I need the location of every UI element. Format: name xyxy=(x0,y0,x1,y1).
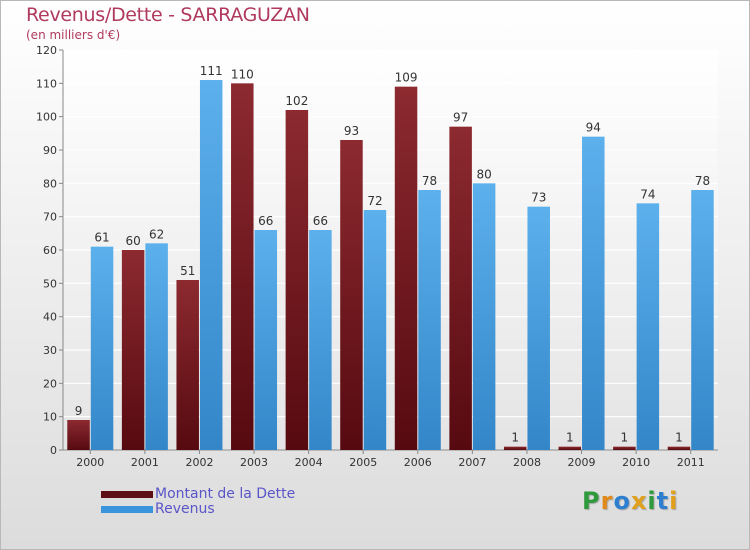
data-label-revenus: 80 xyxy=(476,167,491,181)
data-label-dette: 1 xyxy=(566,431,574,445)
y-tick-label: 120 xyxy=(36,44,57,57)
y-tick-label: 10 xyxy=(43,411,57,424)
bar-revenus xyxy=(145,243,168,450)
data-label-revenus: 61 xyxy=(94,231,109,245)
legend-item-dette: Montant de la Dette xyxy=(101,486,295,502)
y-tick-label: 30 xyxy=(43,344,57,357)
x-tick-label: 2007 xyxy=(458,456,486,469)
x-tick-label: 2008 xyxy=(513,456,541,469)
chart-subtitle: (en milliers d'€) xyxy=(26,28,121,42)
bar-dette xyxy=(231,83,254,450)
x-tick-label: 2005 xyxy=(349,456,377,469)
data-label-dette: 1 xyxy=(675,431,683,445)
bar-dette xyxy=(503,446,527,450)
y-tick-label: 90 xyxy=(43,144,57,157)
bar-dette xyxy=(667,446,691,450)
y-tick-label: 70 xyxy=(43,211,57,224)
data-label-revenus: 72 xyxy=(367,194,382,208)
x-tick-label: 2010 xyxy=(622,456,650,469)
x-tick-label: 2002 xyxy=(185,456,213,469)
logo-letter: i xyxy=(669,487,679,515)
y-tick-label: 110 xyxy=(36,77,57,90)
data-label-revenus: 73 xyxy=(531,191,546,205)
bar-dette xyxy=(394,86,418,451)
logo-letter: t xyxy=(656,487,670,515)
data-label-revenus: 66 xyxy=(258,214,273,228)
bar-dette xyxy=(176,280,199,450)
bar-revenus xyxy=(472,183,496,451)
data-label-dette: 97 xyxy=(453,111,468,125)
data-label-dette: 60 xyxy=(125,234,140,248)
chart-title: Revenus/Dette - SARRAGUZAN xyxy=(26,4,310,26)
logo-letter: P xyxy=(582,487,601,515)
data-label-revenus: 66 xyxy=(313,214,328,228)
data-label-revenus: 74 xyxy=(640,187,655,201)
y-tick-label: 60 xyxy=(43,244,57,257)
bar-revenus xyxy=(309,230,332,450)
data-label-dette: 102 xyxy=(285,94,308,108)
logo-letter: o xyxy=(613,487,631,515)
legend-swatch-revenus xyxy=(101,505,153,513)
data-label-dette: 1 xyxy=(511,431,519,445)
data-label-dette: 109 xyxy=(395,71,418,85)
x-tick-label: 2006 xyxy=(404,456,432,469)
y-tick-label: 100 xyxy=(36,111,57,124)
data-label-revenus: 62 xyxy=(149,227,164,241)
data-label-revenus: 111 xyxy=(200,64,223,78)
bar-revenus xyxy=(527,206,550,450)
logo-letter: r xyxy=(600,487,614,515)
bar-revenus xyxy=(199,80,223,450)
data-label-dette: 1 xyxy=(621,431,629,445)
logo-letter: i xyxy=(647,487,657,515)
legend-label-dette: Montant de la Dette xyxy=(155,486,296,502)
bar-revenus xyxy=(691,190,714,450)
bar-dette xyxy=(449,126,472,451)
y-tick-label: 20 xyxy=(43,377,57,390)
y-tick-label: 50 xyxy=(43,277,57,290)
legend-item-revenus: Revenus xyxy=(101,501,215,517)
bar-revenus xyxy=(582,136,605,450)
proxiti-logo: Proxiti xyxy=(582,487,678,515)
data-label-revenus: 78 xyxy=(422,174,437,188)
x-tick-label: 2011 xyxy=(677,456,705,469)
logo-letter: x xyxy=(630,487,648,515)
data-label-revenus: 94 xyxy=(586,121,601,135)
bar-revenus xyxy=(90,246,114,450)
x-tick-label: 2000 xyxy=(76,456,104,469)
data-label-dette: 93 xyxy=(344,124,359,138)
data-label-dette: 51 xyxy=(180,264,195,278)
y-tick-label: 80 xyxy=(43,177,57,190)
bar-dette xyxy=(558,446,582,450)
bar-revenus xyxy=(418,190,441,450)
bar-revenus xyxy=(636,203,660,450)
y-tick-label: 0 xyxy=(50,444,57,457)
legend-label-revenus: Revenus xyxy=(155,501,215,517)
bar-dette xyxy=(67,420,90,450)
y-tick-label: 40 xyxy=(43,311,57,324)
bar-revenus xyxy=(363,210,387,450)
x-tick-label: 2003 xyxy=(240,456,268,469)
data-label-dette: 9 xyxy=(75,404,83,418)
data-label-revenus: 78 xyxy=(695,174,710,188)
bar-dette xyxy=(121,250,145,450)
x-tick-label: 2004 xyxy=(295,456,323,469)
legend-swatch-dette xyxy=(101,490,153,498)
bar-dette xyxy=(285,110,309,450)
bar-dette xyxy=(340,140,363,450)
data-label-dette: 110 xyxy=(231,67,254,81)
x-tick-label: 2009 xyxy=(568,456,596,469)
bar-revenus xyxy=(254,230,278,450)
x-tick-label: 2001 xyxy=(131,456,159,469)
bar-dette xyxy=(613,446,636,450)
